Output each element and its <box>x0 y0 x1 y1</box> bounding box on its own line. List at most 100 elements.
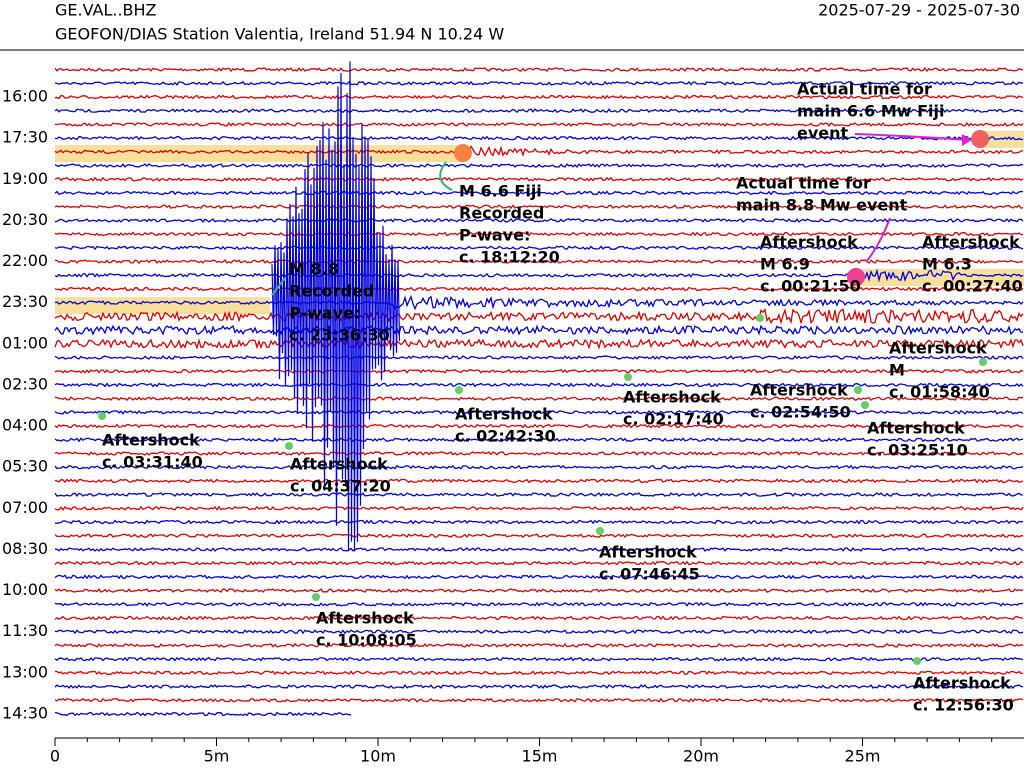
trace <box>54 574 1024 580</box>
annotation: Aftershock <box>922 233 1020 252</box>
annotation: Aftershock <box>750 381 848 400</box>
x-tick-label: 10m <box>360 747 396 766</box>
annotation: Aftershock <box>623 388 721 407</box>
arrow <box>854 133 969 141</box>
trace <box>54 144 1024 160</box>
trace <box>54 204 1024 210</box>
annotation: Aftershock <box>316 609 414 628</box>
trace <box>54 258 1024 265</box>
row-label: 10:00 <box>2 580 48 599</box>
traces <box>54 61 1024 717</box>
annotation: Aftershock <box>867 419 965 438</box>
aftershock-marker <box>756 314 764 322</box>
row-label: 23:30 <box>2 292 48 311</box>
trace <box>54 245 1024 251</box>
trace <box>54 409 1024 415</box>
row-label: 14:30 <box>2 703 48 722</box>
highlight-band <box>55 145 463 162</box>
annotation: Actual time for <box>736 174 871 193</box>
chart-title: GE.VAL..BHZ <box>55 1 157 20</box>
trace <box>54 190 1024 196</box>
arrow <box>439 161 453 191</box>
trace <box>54 642 1024 648</box>
row-label: 22:00 <box>2 251 48 270</box>
x-axis: 0 5m 10m 15m 20m 25m <box>50 737 1024 766</box>
trace <box>54 533 1024 539</box>
event-burst <box>271 61 401 552</box>
aftershock-marker <box>861 401 869 409</box>
trace <box>54 67 1024 73</box>
trace <box>54 217 1024 223</box>
trace <box>54 711 352 717</box>
annotation: c. 02:42:30 <box>455 427 556 446</box>
trace <box>54 338 1024 350</box>
trace <box>54 382 1024 388</box>
row-label: 07:00 <box>2 498 48 517</box>
aftershock-marker <box>913 657 921 665</box>
annotation: Aftershock <box>760 233 858 252</box>
trace <box>55 670 1024 676</box>
trace <box>54 176 1024 182</box>
annotation: c. 23:36:30 <box>289 326 390 345</box>
trace <box>54 121 1024 127</box>
annotation: c. 02:17:40 <box>623 410 724 429</box>
trace <box>54 464 1024 470</box>
trace <box>54 615 1024 621</box>
annotation: c. 10:08:05 <box>316 631 417 650</box>
x-tick-label: 15m <box>522 747 558 766</box>
trace <box>54 492 1024 498</box>
annotation: c. 03:25:10 <box>867 441 968 460</box>
event-marker <box>847 268 865 286</box>
row-label: 01:00 <box>2 333 48 352</box>
aftershock-marker <box>285 442 293 450</box>
trace <box>54 546 1024 552</box>
annotation: M 6.9 <box>760 255 810 274</box>
annotation: c. 07:46:45 <box>599 565 700 584</box>
trace <box>54 505 1024 511</box>
trace <box>54 80 1024 86</box>
x-tick-label: 25m <box>845 747 881 766</box>
trace <box>54 286 1024 292</box>
trace <box>54 135 1023 141</box>
row-label: 11:30 <box>2 621 48 640</box>
annotation: main 8.8 Mw event <box>736 196 908 215</box>
row-label: 20:30 <box>2 210 48 229</box>
trace <box>54 94 1024 100</box>
trace <box>54 697 1024 703</box>
aftershock-marker <box>98 412 106 420</box>
trace <box>54 163 1024 169</box>
trace <box>54 355 1024 361</box>
highlight-band <box>55 297 270 314</box>
aftershock-marker <box>312 593 320 601</box>
aftershock-marker <box>455 386 463 394</box>
aftershock-marker <box>624 373 632 381</box>
row-label: 02:30 <box>2 374 48 393</box>
trace <box>54 231 1024 237</box>
annotation: c. 03:31:40 <box>102 453 203 472</box>
annotation: c. 01:58:40 <box>889 383 990 402</box>
event-marker <box>971 130 989 148</box>
event-marker <box>454 144 472 162</box>
highlight-band <box>856 269 1024 286</box>
trace <box>54 294 1024 311</box>
annotation: event <box>797 124 849 143</box>
trace <box>54 108 1024 114</box>
trace <box>54 601 1024 607</box>
aftershock-marker <box>979 358 987 366</box>
trace <box>54 307 1024 325</box>
x-tick-label: 0 <box>50 747 60 766</box>
chart-subtitle: GEOFON/DIAS Station Valentia, Ireland 51… <box>55 25 504 44</box>
arrow <box>271 277 286 296</box>
trace <box>54 519 1024 525</box>
annotation: M 8.8 <box>289 260 339 279</box>
annotation: M 6.3 <box>922 255 972 274</box>
aftershock-marker <box>854 386 862 394</box>
trace <box>54 478 1024 484</box>
annotation: c. 00:21:50 <box>760 277 861 296</box>
annotation: Aftershock <box>455 405 553 424</box>
row-label: 17:30 <box>2 128 48 147</box>
annotation: P-wave: <box>459 226 530 245</box>
annotation: c. 12:56:30 <box>913 696 1014 715</box>
arrow-head <box>962 134 972 146</box>
